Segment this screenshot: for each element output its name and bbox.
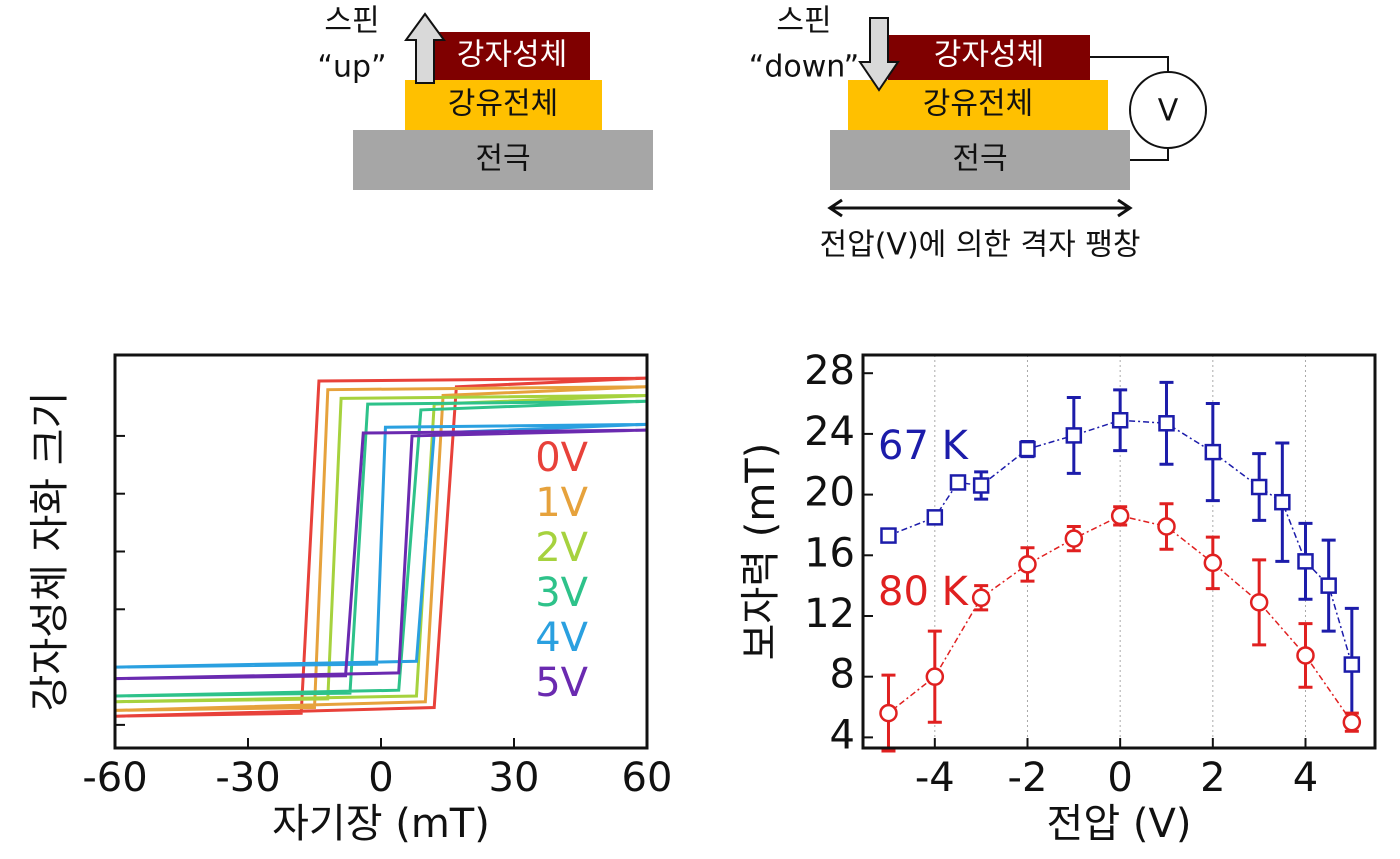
marker (1019, 440, 1036, 458)
marker (880, 527, 897, 544)
y-tick-label: 20 (804, 470, 855, 516)
legend-label: 3V (535, 570, 588, 616)
x-tick-label: -4 (915, 755, 955, 801)
trend-line (888, 419, 1353, 665)
spin-arrow (404, 12, 446, 84)
marker (1110, 506, 1130, 526)
y-axis-title: 강자성체 자화 크기 (27, 392, 73, 712)
marker (1250, 478, 1268, 496)
layer-label: 전극 (475, 142, 530, 177)
layer-label: 강유전체 (448, 87, 558, 122)
layer-label: 강자성체 (457, 38, 567, 73)
legend-label: 5V (535, 660, 588, 706)
x-tick-label: 4 (1293, 755, 1318, 801)
x-tick-label: 2 (1200, 755, 1225, 801)
y-tick-label: 24 (804, 409, 855, 455)
caption: 전압(V)에 의한 격자 팽창 (820, 228, 1141, 263)
marker (1342, 712, 1362, 732)
marker (949, 474, 967, 491)
x-tick-label: 0 (1107, 755, 1132, 801)
series-label: 67 K (878, 423, 970, 469)
spin-state: “down” (749, 50, 859, 85)
expansion-arrow (827, 198, 1133, 218)
spin-label: 스핀 (776, 4, 831, 39)
ferromagnet-layer (435, 32, 590, 80)
marker (1065, 427, 1083, 444)
ferroelectric-layer (405, 80, 602, 130)
plot-frame (861, 353, 1377, 750)
x-axis-title: 자기장 (mT) (272, 801, 490, 847)
marker (1111, 411, 1129, 429)
diagram-right: V 강자성체 강유전체 전극 스핀 “down” 전압(V)에 의한 격자 팽창 (749, 4, 1207, 263)
legend-label: 4V (535, 615, 588, 661)
marker (1297, 553, 1314, 570)
marker (971, 588, 991, 608)
ferroelectric-layer (848, 80, 1108, 130)
marker (1157, 517, 1176, 536)
x-tick-label: -60 (82, 755, 147, 801)
marker (1204, 443, 1222, 461)
y-axis-title: 보자력 (mT) (738, 443, 784, 661)
ferromagnet-layer (888, 35, 1090, 80)
electrode-layer (353, 130, 653, 190)
spin-arrow (858, 17, 900, 92)
plot-frame (113, 353, 649, 750)
voltmeter (1129, 71, 1207, 149)
legend-label: 0V (535, 435, 588, 481)
layer-label: 전극 (952, 142, 1007, 177)
marker (1203, 553, 1223, 573)
spin-label: 스핀 (324, 4, 379, 39)
legend-label: 2V (535, 525, 588, 571)
marker (1158, 415, 1175, 432)
marker (1274, 493, 1291, 511)
x-tick-label: 60 (622, 755, 673, 801)
marker (926, 509, 944, 526)
marker (1320, 577, 1337, 594)
series-label: 80 K (878, 569, 970, 615)
y-tick-label: 28 (804, 348, 855, 394)
wire (1090, 56, 1169, 72)
wire (1130, 148, 1169, 161)
x-tick-label: 0 (368, 755, 393, 801)
marker (879, 703, 898, 723)
meter-label: V (1158, 94, 1179, 129)
y-tick-label: 12 (804, 591, 855, 637)
marker (1249, 593, 1269, 612)
x-tick-label: -30 (215, 755, 280, 801)
x-tick-label: 30 (489, 755, 540, 801)
layer-label: 강자성체 (934, 38, 1044, 73)
legend-label: 1V (535, 480, 588, 526)
marker (1296, 646, 1315, 665)
marker (1018, 555, 1037, 574)
x-tick-label: -2 (1008, 755, 1048, 801)
y-tick-label: 8 (830, 652, 855, 698)
marker (1064, 529, 1084, 548)
electrode-layer (830, 130, 1130, 190)
diagram-left: 강자성체 강유전체 전극 스핀 “up” (317, 4, 653, 190)
marker (925, 667, 945, 686)
x-axis-title: 전압 (V) (1047, 801, 1192, 847)
layer-label: 강유전체 (923, 87, 1033, 122)
marker (1343, 656, 1361, 673)
spin-state: “up” (317, 50, 386, 85)
y-tick-label: 16 (804, 530, 855, 576)
marker (972, 477, 990, 494)
y-tick-label: 4 (830, 712, 855, 758)
